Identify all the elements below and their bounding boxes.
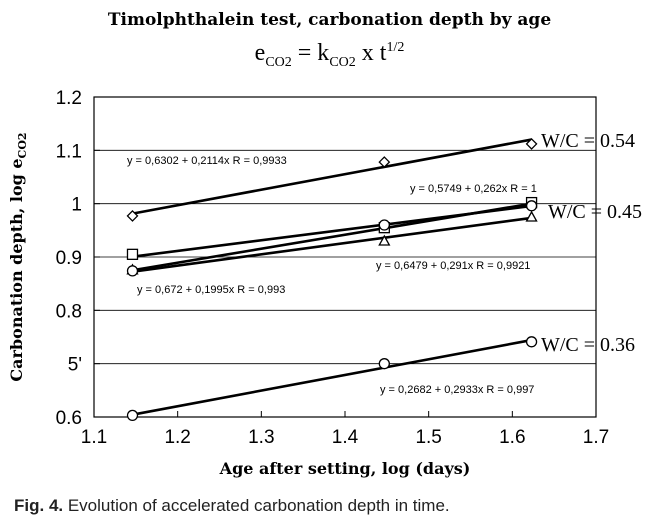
y-tick-label: 0.8: [56, 301, 82, 322]
data-point: [126, 265, 139, 277]
data-point: [126, 409, 139, 422]
y-tick-label: 0.6: [56, 408, 82, 429]
y-tick-label: 1.2: [56, 88, 82, 109]
x-ticks: 1.1 1.2 1.3 1.4 1.5 1.6 1.7: [81, 411, 609, 448]
data-point: [525, 210, 538, 222]
equation-square: y = 0,5749 + 0,262x R = 1: [410, 183, 537, 195]
formula-exp: 1/2: [386, 40, 405, 55]
fit-line-2: [132, 138, 532, 215]
fit-lines: [132, 138, 532, 416]
equation-circle-045: y = 0,672 + 0,1995x R = 0,993: [137, 284, 285, 296]
data-markers: [126, 138, 538, 422]
data-point: [378, 156, 391, 168]
x-axis-label: Age after setting, log (days): [219, 459, 471, 478]
x-tick-label: 1.3: [248, 427, 274, 448]
y-axis-label-main: Carbonation depth, log e: [7, 158, 26, 381]
data-point: [126, 210, 139, 222]
data-point: [525, 200, 538, 212]
formula-mid: = k: [291, 40, 330, 66]
fit-line-3: [132, 204, 532, 258]
figure-caption: Fig. 4. Evolution of accelerated carbona…: [14, 496, 450, 516]
x-tick-label: 1.4: [332, 427, 359, 448]
y-ticks: 0.6 5' 0.8 0.9 1 1.1 1.2: [56, 88, 100, 429]
y-axis-label: Carbonation depth, log eCO2: [7, 132, 29, 381]
data-point: [378, 219, 390, 231]
annotation-wc054: W/C = 0.54: [541, 130, 635, 152]
data-point: [126, 248, 139, 260]
data-point: [378, 358, 390, 370]
data-point: [378, 234, 391, 246]
data-point: [525, 336, 538, 348]
x-tick-label: 1.6: [499, 427, 525, 448]
formula-tail: x t: [355, 40, 387, 66]
y-tick-label: 1.1: [56, 141, 82, 162]
formula-k-sub: CO2: [329, 54, 356, 70]
x-tick-label: 1.7: [583, 427, 609, 448]
fit-line-0: [132, 216, 532, 273]
formula: eCO2 = kCO2 x t1/2: [0, 40, 659, 71]
caption-text: Evolution of accelerated carbonation dep…: [63, 496, 450, 515]
gridlines: [94, 149, 596, 365]
y-tick-label: 5': [68, 355, 82, 376]
y-axis-label-sub: CO2: [16, 132, 29, 158]
equation-wc054: y = 0,6302 + 0,2114x R = 0,9933: [127, 155, 287, 167]
chart-title: Timolphthalein test, carbonation depth b…: [107, 10, 552, 30]
caption-label: Fig. 4.: [14, 496, 64, 515]
x-tick-label: 1.2: [164, 427, 190, 448]
annotation-wc036: W/C = 0.36: [541, 334, 635, 356]
equation-triangle: y = 0,6479 + 0,291x R = 0,9921: [376, 260, 530, 272]
annotation-wc045: W/C = 0.45: [548, 201, 642, 223]
equation-wc036: y = 0,2682 + 0,2933x R = 0,997: [380, 384, 534, 396]
data-point: [525, 138, 538, 150]
fit-line-4: [132, 338, 532, 416]
formula-e: e: [254, 40, 266, 66]
formula-e-sub: CO2: [265, 54, 292, 70]
y-tick-label: 1: [71, 195, 82, 216]
x-tick-label: 1.5: [415, 427, 441, 448]
y-tick-label: 0.9: [56, 248, 82, 269]
x-tick-label: 1.1: [81, 427, 107, 448]
